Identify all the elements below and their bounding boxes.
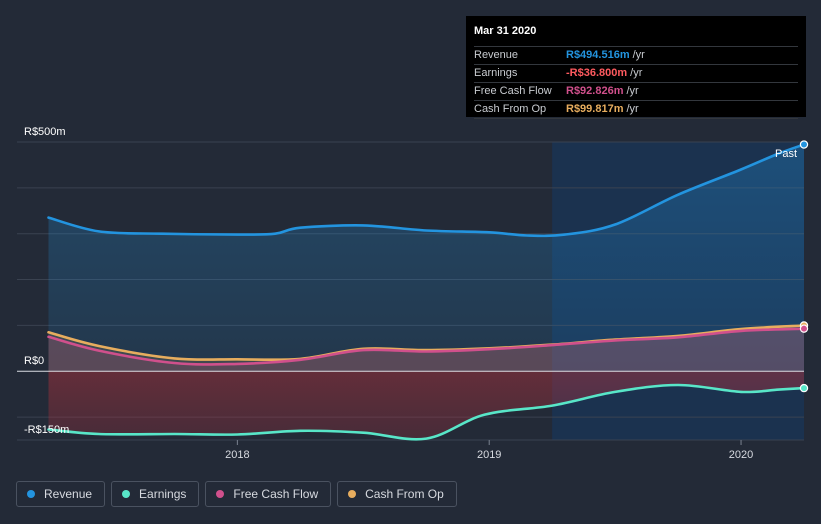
cash-from-op-line <box>47 324 806 362</box>
legend-label: Revenue <box>44 487 93 501</box>
legend-item-cash-from-op[interactable]: Cash From Op <box>337 481 457 507</box>
x-tick-label: 2020 <box>729 449 753 461</box>
free-cash-flow-end-point <box>799 324 809 333</box>
tooltip-unit: /yr <box>626 85 639 97</box>
legend-dot-icon <box>348 490 357 498</box>
legend-dot-icon <box>27 490 35 498</box>
tooltip-unit: /yr <box>630 67 643 79</box>
y-tick-label: R$500m <box>24 126 66 138</box>
tooltip-row-revenue: Revenue R$494.516m /yr <box>474 46 798 64</box>
free-cash-flow-area <box>48 328 804 372</box>
past-label: Past <box>775 148 797 160</box>
legend-dot-icon <box>216 490 225 498</box>
legend: Revenue Earnings Free Cash Flow Cash Fro… <box>16 481 463 507</box>
earnings-line <box>47 383 806 441</box>
tooltip-row-cash-from-op: Cash From Op R$99.817m /yr <box>474 100 798 119</box>
legend-dot-icon <box>122 490 131 498</box>
legend-label: Free Cash Flow <box>233 487 319 501</box>
tooltip: Mar 31 2020 Revenue R$494.516m /yr Earni… <box>466 16 806 119</box>
tooltip-unit: /yr <box>626 103 639 115</box>
tooltip-value: R$92.826m <box>566 85 624 97</box>
revenue-end-point <box>799 140 809 149</box>
tooltip-value: R$494.516m <box>566 49 630 61</box>
earnings-end-point <box>799 383 809 393</box>
revenue-line <box>47 143 806 238</box>
tooltip-value: R$99.817m <box>566 103 624 115</box>
tooltip-value: -R$36.800m <box>566 67 628 79</box>
free-cash-flow-line <box>47 327 806 366</box>
legend-item-earnings[interactable]: Earnings <box>111 481 200 507</box>
legend-item-revenue[interactable]: Revenue <box>16 481 106 507</box>
legend-label: Cash From Op <box>365 487 444 501</box>
x-tick-label: 2019 <box>477 449 501 461</box>
legend-label: Earnings <box>139 487 187 501</box>
y-tick-label: R$0 <box>24 355 44 367</box>
earnings-area <box>48 371 804 440</box>
y-tick-label: -R$150m <box>24 424 69 436</box>
tooltip-row-earnings: Earnings -R$36.800m /yr <box>474 64 798 82</box>
tooltip-date: Mar 31 2020 <box>474 25 537 37</box>
tooltip-label: Free Cash Flow <box>474 85 552 97</box>
tooltip-unit: /yr <box>632 49 645 61</box>
x-tick-label: 2018 <box>225 449 249 461</box>
legend-item-free-cash-flow[interactable]: Free Cash Flow <box>205 481 332 507</box>
tooltip-label: Earnings <box>474 67 518 79</box>
tooltip-label: Cash From Op <box>474 103 547 115</box>
tooltip-row-free-cash-flow: Free Cash Flow R$92.826m /yr <box>474 82 798 100</box>
tooltip-label: Revenue <box>474 49 519 61</box>
revenue-area <box>48 144 804 372</box>
